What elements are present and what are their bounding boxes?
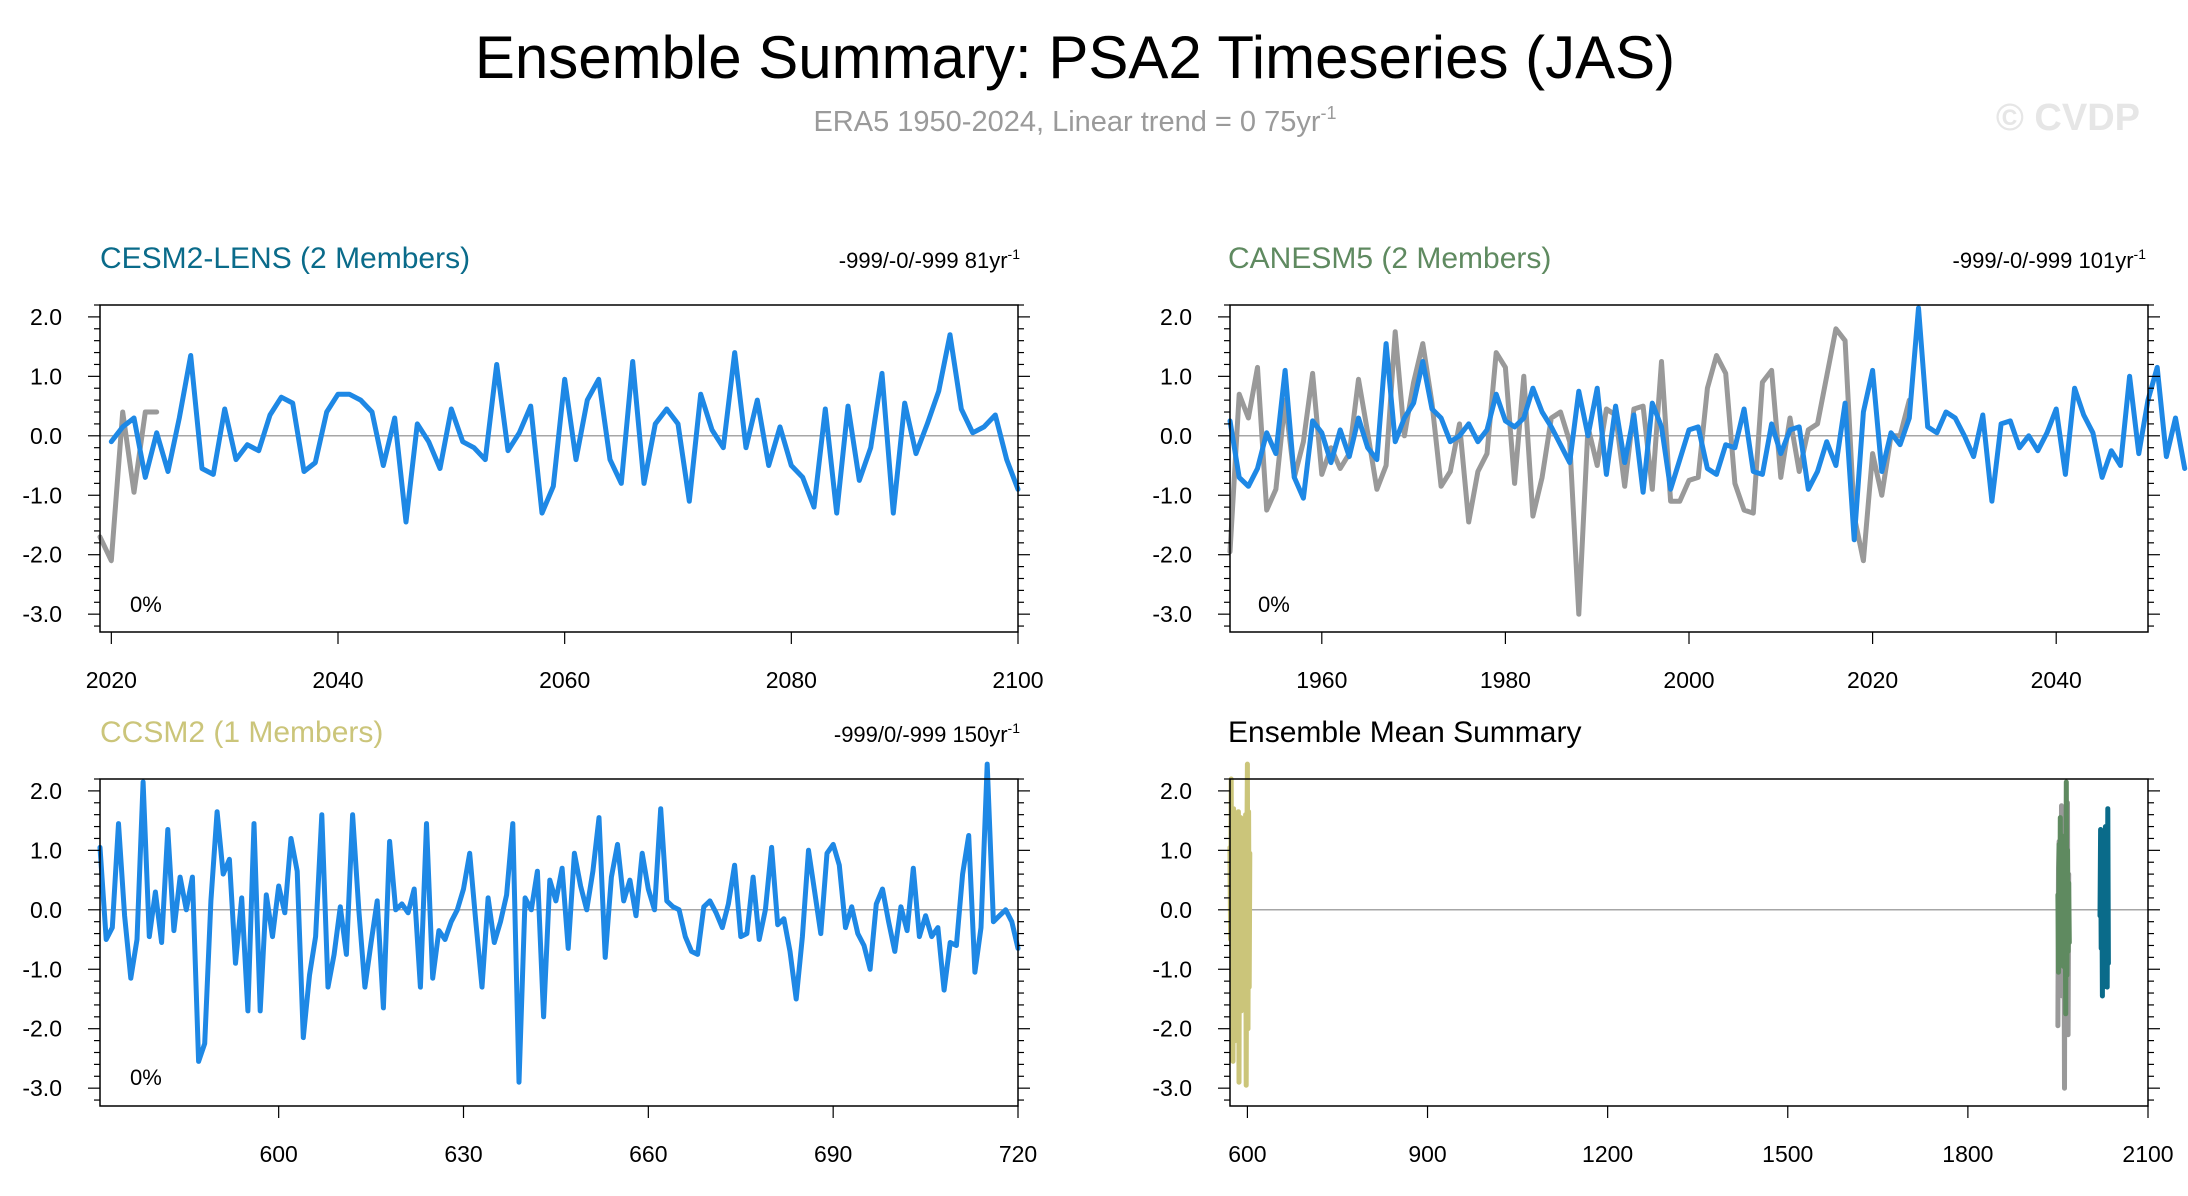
y-tick-label: -3.0 bbox=[1152, 601, 1192, 627]
y-tick-label: -2.0 bbox=[1152, 1016, 1192, 1042]
x-tick-label: 1800 bbox=[1942, 1141, 1993, 1167]
y-tick-label: -1.0 bbox=[22, 482, 62, 508]
x-tick-label: 720 bbox=[999, 1141, 1037, 1167]
y-tick-label: -3.0 bbox=[22, 1075, 62, 1101]
figure-title: Ensemble Summary: PSA2 Timeseries (JAS) bbox=[475, 24, 1675, 91]
y-tick-label: -1.0 bbox=[1152, 956, 1192, 982]
panel-trend-sup: -1 bbox=[2134, 246, 2147, 262]
panel-trend-sup: -1 bbox=[1008, 720, 1021, 736]
x-tick-label: 2020 bbox=[86, 667, 137, 693]
x-tick-label: 1500 bbox=[1762, 1141, 1813, 1167]
series-line-cesm2-lens bbox=[2097, 806, 2111, 999]
panel-trend-text: -999/-0/-999 81yr bbox=[839, 248, 1008, 273]
y-tick-label: 1.0 bbox=[1160, 837, 1192, 863]
panel-trend-label: -999/-0/-999 101yr-1 bbox=[1953, 246, 2147, 273]
plot-frame bbox=[1229, 304, 2149, 633]
panel-title: CESM2-LENS (2 Members) bbox=[100, 242, 470, 275]
y-tick-label: -1.0 bbox=[1152, 482, 1192, 508]
x-tick-label: 2040 bbox=[2031, 667, 2082, 693]
panel-trend-sup: -1 bbox=[1008, 246, 1021, 262]
y-tick-label: 0.0 bbox=[1160, 897, 1192, 923]
x-tick-label: 2100 bbox=[2122, 1141, 2173, 1167]
panel-ccsm2: CCSM2 (1 Members) -999/0/-999 150yr-1 0%… bbox=[22, 716, 1037, 1167]
series-line-era5 bbox=[97, 409, 160, 564]
y-tick-label: -3.0 bbox=[1152, 1075, 1192, 1101]
x-tick-label: 660 bbox=[629, 1141, 667, 1167]
panel-trend-label: -999/0/-999 150yr-1 bbox=[834, 720, 1020, 747]
panel-title: CANESM5 (2 Members) bbox=[1228, 242, 1551, 275]
x-tick-label: 2060 bbox=[539, 667, 590, 693]
panel-cesm2-lens: CESM2-LENS (2 Members) -999/-0/-999 81yr… bbox=[22, 242, 1043, 693]
x-tick-label: 630 bbox=[444, 1141, 482, 1167]
y-tick-label: 2.0 bbox=[1160, 778, 1192, 804]
y-tick-label: 1.0 bbox=[30, 837, 62, 863]
x-tick-label: 600 bbox=[259, 1141, 297, 1167]
series-line-ensemble bbox=[97, 761, 1021, 1085]
y-tick-label: 1.0 bbox=[1160, 363, 1192, 389]
x-tick-label: 1980 bbox=[1480, 667, 1531, 693]
series-line-ccsm2 bbox=[1227, 761, 1253, 1088]
x-tick-label: 2040 bbox=[312, 667, 363, 693]
watermark: © CVDP bbox=[1996, 97, 2140, 139]
panel-title: Ensemble Mean Summary bbox=[1228, 716, 1581, 749]
x-tick-label: 2080 bbox=[766, 667, 817, 693]
x-tick-label: 1200 bbox=[1582, 1141, 1633, 1167]
panel-ensemble-mean-summary: Ensemble Mean Summary -3.0 -2.0 -1.0 0.0 1.0… bbox=[1152, 716, 2173, 1167]
panel-trend-text: -999/0/-999 150yr bbox=[834, 722, 1008, 747]
series-line-ensemble bbox=[1227, 305, 2188, 543]
y-tick-label: 0.0 bbox=[1160, 423, 1192, 449]
y-tick-label: -2.0 bbox=[22, 1016, 62, 1042]
figure-subtitle-sup: -1 bbox=[1321, 103, 1337, 123]
x-tick-label: 600 bbox=[1228, 1141, 1266, 1167]
figure-subtitle-text: ERA5 1950-2024, Linear trend = 0 75yr bbox=[813, 106, 1320, 138]
plot-frame bbox=[99, 778, 1019, 1107]
y-tick-label: 2.0 bbox=[30, 778, 62, 804]
x-tick-label: 690 bbox=[814, 1141, 852, 1167]
panel-annotation: 0% bbox=[130, 1065, 162, 1090]
y-tick-label: 0.0 bbox=[30, 897, 62, 923]
y-tick-label: 0.0 bbox=[30, 423, 62, 449]
x-tick-label: 1960 bbox=[1296, 667, 1347, 693]
y-tick-label: 1.0 bbox=[30, 363, 62, 389]
y-tick-label: 2.0 bbox=[30, 304, 62, 330]
x-tick-label: 2000 bbox=[1663, 667, 1714, 693]
y-tick-label: -2.0 bbox=[22, 542, 62, 568]
figure-subtitle: ERA5 1950-2024, Linear trend = 0 75yr-1 bbox=[813, 103, 1336, 138]
x-tick-label: 2020 bbox=[1847, 667, 1898, 693]
x-tick-label: 2100 bbox=[992, 667, 1043, 693]
x-tick-label: 900 bbox=[1408, 1141, 1446, 1167]
series-line-ensemble bbox=[108, 332, 1021, 525]
panel-annotation: 0% bbox=[1258, 592, 1290, 617]
series-line-canesm5 bbox=[2055, 779, 2072, 1017]
y-tick-label: 2.0 bbox=[1160, 304, 1192, 330]
panel-title: CCSM2 (1 Members) bbox=[100, 716, 383, 749]
y-tick-label: -1.0 bbox=[22, 956, 62, 982]
plot-frame bbox=[1229, 778, 2149, 1107]
plot-frame bbox=[99, 304, 1019, 633]
panel-trend-label: -999/-0/-999 81yr-1 bbox=[839, 246, 1020, 273]
panel-trend-text: -999/-0/-999 101yr bbox=[1953, 248, 2134, 273]
y-tick-label: -3.0 bbox=[22, 601, 62, 627]
panel-annotation: 0% bbox=[130, 592, 162, 617]
panel-canesm5: CANESM5 (2 Members) -999/-0/-999 101yr-1… bbox=[1152, 242, 2188, 693]
series-line-era5 bbox=[1227, 326, 1912, 617]
y-tick-label: -2.0 bbox=[1152, 542, 1192, 568]
